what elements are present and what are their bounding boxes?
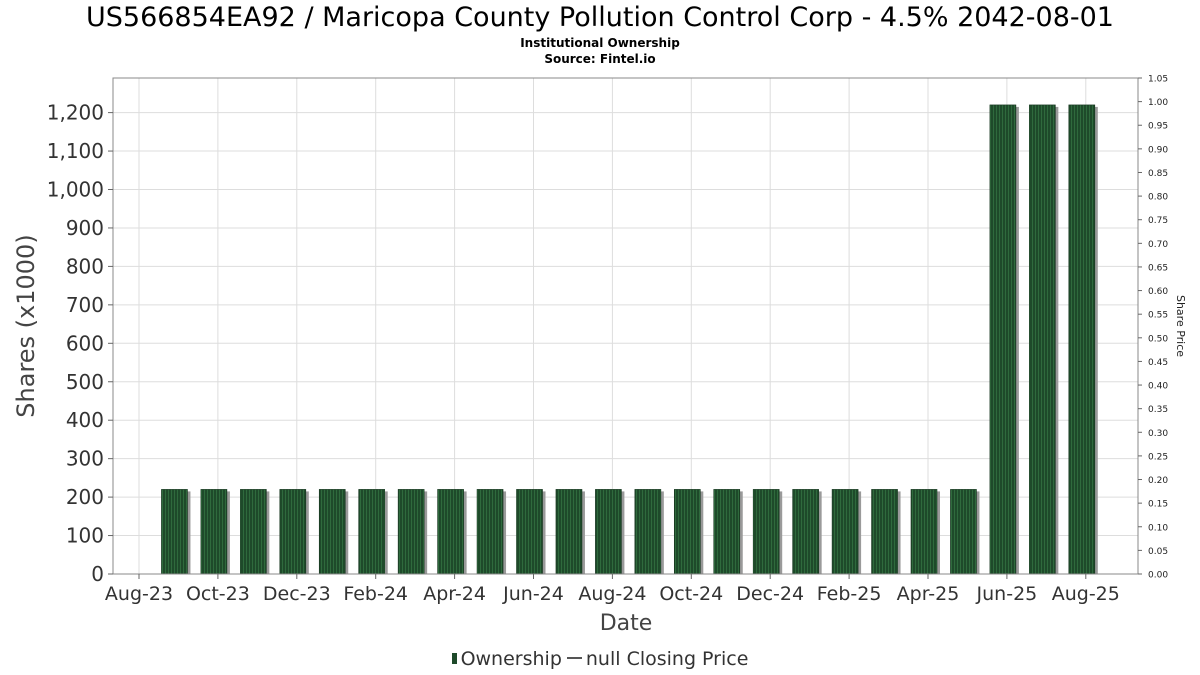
x-tick-label: Jun-24: [502, 583, 564, 605]
x-axis: Aug-23 Oct-23 Dec-23 Feb-24 Apr-24 Jun-24 Aug-…: [105, 574, 1120, 605]
ownership-bar: [240, 489, 267, 575]
ownership-bar: [437, 489, 464, 575]
chart-subtitle: Institutional Ownership: [520, 36, 680, 50]
y-axis-label: Shares (x1000): [12, 234, 40, 417]
y2-tick-label: 0.70: [1148, 240, 1168, 250]
ownership-bar: [871, 489, 898, 575]
y2-tick-label: 0.60: [1148, 287, 1168, 297]
y2-tick-label: 0.05: [1148, 547, 1168, 557]
ownership-bar: [279, 489, 307, 575]
ownership-bar: [476, 489, 504, 575]
y2-tick-label: 0.50: [1148, 334, 1168, 344]
y-axis-right: 0.00 0.05 0.10 0.15 0.20 0.25 0.30 0.35 0.40 0.45…: [1138, 75, 1168, 581]
plot-frame: [112, 77, 1139, 575]
x-tick-label: Aug-24: [578, 583, 646, 605]
ownership-bar: [516, 489, 543, 575]
ownership-bar: [831, 489, 859, 575]
x-tick-label: Apr-24: [423, 583, 486, 605]
x-tick-label: Oct-24: [659, 583, 723, 605]
ownership-bar: [1029, 104, 1056, 575]
ownership-bar: [1068, 104, 1096, 575]
y2-tick-label: 0.75: [1148, 216, 1168, 226]
y2-tick-label: 0.00: [1148, 571, 1168, 581]
bar-series-ownership: [161, 104, 1098, 575]
ownership-bar: [200, 489, 228, 575]
ownership-bar: [595, 489, 622, 575]
y2-tick-label: 0.30: [1148, 429, 1168, 439]
y2-tick-label: 0.10: [1148, 523, 1168, 533]
y2-tick-label: 0.20: [1148, 476, 1168, 486]
y2-tick-label: 0.90: [1148, 145, 1168, 155]
y2-tick-label: 0.25: [1148, 452, 1168, 462]
legend-ownership-label: Ownership: [460, 648, 562, 670]
ownership-bar: [318, 489, 346, 575]
ownership-bar: [555, 489, 583, 575]
ownership-bar: [634, 489, 662, 575]
y-tick-label: 1,100: [47, 139, 104, 163]
chart-title: US566854EA92 / Maricopa County Pollution…: [86, 2, 1114, 33]
y-tick-label: 500: [66, 370, 104, 394]
y-tick-label: 400: [66, 408, 104, 432]
y-tick-label: 600: [66, 331, 104, 355]
y-tick-label: 0: [91, 562, 104, 586]
y2-tick-label: 0.45: [1148, 358, 1168, 368]
legend-price-swatch: [566, 657, 582, 659]
y2-tick-label: 0.40: [1148, 382, 1168, 392]
ownership-bar: [950, 489, 977, 575]
x-tick-label: Dec-23: [263, 583, 331, 605]
x-tick-label: Dec-24: [736, 583, 804, 605]
ownership-bar: [792, 489, 819, 575]
chart-source: Source: Fintel.io: [544, 52, 656, 66]
ownership-bar: [161, 489, 188, 575]
y2-axis-label: Share Price: [1174, 295, 1187, 357]
y-tick-label: 1,000: [47, 178, 104, 202]
x-tick-label: Apr-25: [897, 583, 960, 605]
grid-lines: [113, 78, 1138, 575]
y-tick-label: 200: [66, 485, 104, 509]
y-tick-label: 800: [66, 254, 104, 278]
ownership-bar: [752, 489, 780, 575]
y2-tick-label: 0.80: [1148, 193, 1168, 203]
y2-tick-label: 0.35: [1148, 405, 1168, 415]
chart-legend: Ownership null Closing Price: [0, 648, 1200, 670]
ownership-bar: [910, 489, 938, 575]
x-axis-label: Date: [600, 611, 653, 636]
ownership-bar: [713, 489, 741, 575]
ownership-bar: [358, 489, 386, 575]
legend-price-label: null Closing Price: [585, 648, 749, 670]
y2-tick-label: 0.55: [1148, 311, 1168, 321]
ownership-bar: [397, 489, 425, 575]
x-tick-label: Aug-23: [105, 583, 173, 605]
x-tick-label: Aug-25: [1052, 583, 1120, 605]
y2-tick-label: 1.00: [1148, 98, 1168, 108]
ownership-bar: [673, 489, 701, 575]
y-tick-label: 300: [66, 447, 104, 471]
y2-tick-label: 1.05: [1148, 75, 1168, 85]
y-axis-left: 0 100 200 300 400 500 600 700 800 900 1,000 1,100 1,…: [47, 101, 113, 586]
x-tick-label: Feb-25: [817, 583, 882, 605]
x-tick-label: Oct-23: [186, 583, 250, 605]
y2-tick-label: 0.95: [1148, 122, 1168, 132]
y2-tick-label: 0.85: [1148, 169, 1168, 179]
x-tick-label: Jun-25: [976, 583, 1038, 605]
ownership-bar: [989, 104, 1017, 575]
y-tick-label: 700: [66, 293, 104, 317]
y2-tick-label: 0.65: [1148, 263, 1168, 273]
legend-ownership-swatch: [451, 653, 457, 664]
x-tick-label: Feb-24: [343, 583, 408, 605]
y-tick-label: 900: [66, 216, 104, 240]
y-tick-label: 100: [66, 524, 104, 548]
y-tick-label: 1,200: [47, 101, 104, 125]
y2-tick-label: 0.15: [1148, 500, 1168, 510]
